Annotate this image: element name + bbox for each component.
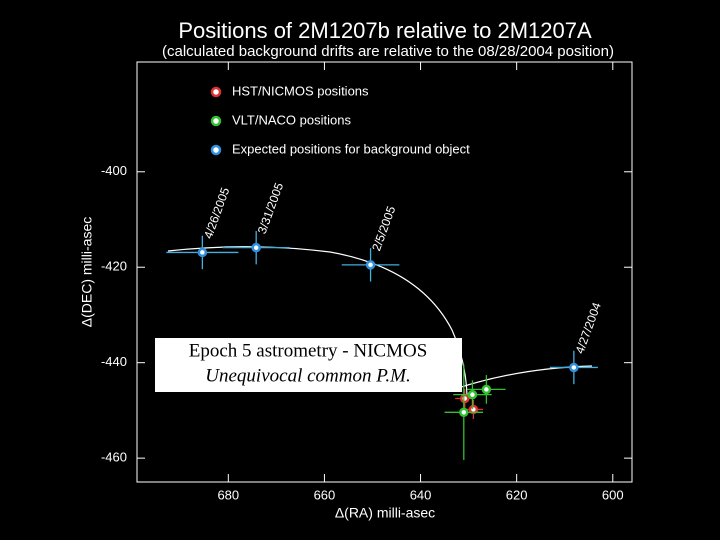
chart-subtitle: (calculated background drifts are relati… xyxy=(162,43,614,60)
y-tick-label: -460 xyxy=(101,450,127,465)
legend-marker xyxy=(210,144,222,156)
point xyxy=(197,247,208,258)
point xyxy=(365,260,376,270)
point xyxy=(569,362,579,373)
chart-title: Positions of 2M1207b relative to 2M1207A xyxy=(178,18,592,43)
legend-label: VLT/NACO positions xyxy=(232,112,351,127)
legend-label: Expected positions for background object xyxy=(232,141,470,156)
point xyxy=(459,407,469,418)
legend-marker xyxy=(210,115,222,127)
legend-marker xyxy=(210,86,222,98)
point xyxy=(467,389,478,400)
point xyxy=(460,393,470,404)
x-axis-label: Δ(RA) milli-asec xyxy=(335,505,435,521)
annotation: Epoch 5 astrometry - NICMOS xyxy=(189,340,428,361)
y-axis-label: Δ(DEC) milli-asec xyxy=(79,217,95,327)
x-tick-label: 600 xyxy=(602,487,624,502)
annotation: Unequivocal common P.M. xyxy=(205,365,410,386)
x-tick-label: 620 xyxy=(506,487,528,502)
y-tick-label: -400 xyxy=(101,163,127,178)
plot-frame xyxy=(136,61,633,483)
x-tick-label: 640 xyxy=(410,487,432,502)
y-tick-label: -440 xyxy=(101,354,127,369)
y-tick-label: -420 xyxy=(101,259,127,274)
point xyxy=(251,242,261,253)
x-tick-label: 680 xyxy=(217,487,239,502)
x-tick-label: 660 xyxy=(314,487,336,502)
legend-label: HST/NICMOS positions xyxy=(232,83,369,98)
point xyxy=(481,384,492,395)
annotation-box xyxy=(155,338,462,392)
